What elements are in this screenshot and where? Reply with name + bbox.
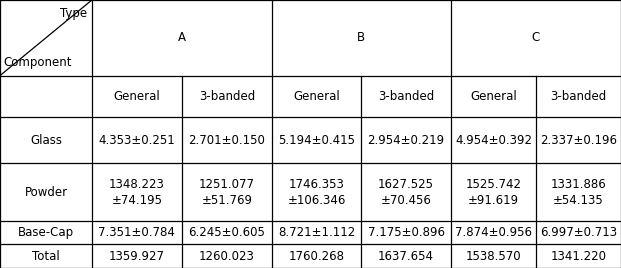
Text: Type: Type <box>60 7 87 20</box>
Text: 1760.268: 1760.268 <box>289 250 345 263</box>
Text: 1348.223
±74.195: 1348.223 ±74.195 <box>109 178 165 207</box>
Text: 5.194±0.415: 5.194±0.415 <box>278 133 355 147</box>
Text: 1538.570: 1538.570 <box>466 250 521 263</box>
Text: General: General <box>293 90 340 103</box>
Text: General: General <box>470 90 517 103</box>
Text: 7.175±0.896: 7.175±0.896 <box>368 226 445 239</box>
Text: 3-banded: 3-banded <box>378 90 434 103</box>
Text: 7.351±0.784: 7.351±0.784 <box>99 226 175 239</box>
Text: Component: Component <box>3 55 71 69</box>
Text: Glass: Glass <box>30 133 62 147</box>
Text: Powder: Powder <box>24 186 68 199</box>
Text: 3-banded: 3-banded <box>550 90 607 103</box>
Text: 1251.077
±51.769: 1251.077 ±51.769 <box>199 178 255 207</box>
Text: 6.245±0.605: 6.245±0.605 <box>189 226 265 239</box>
Text: A: A <box>178 31 186 44</box>
Text: 1525.742
±91.619: 1525.742 ±91.619 <box>465 178 522 207</box>
Text: 1341.220: 1341.220 <box>550 250 607 263</box>
Text: General: General <box>114 90 160 103</box>
Text: Total: Total <box>32 250 60 263</box>
Text: 1627.525
±70.456: 1627.525 ±70.456 <box>378 178 434 207</box>
Text: 4.353±0.251: 4.353±0.251 <box>99 133 175 147</box>
Text: 7.874±0.956: 7.874±0.956 <box>455 226 532 239</box>
Text: 8.721±1.112: 8.721±1.112 <box>278 226 355 239</box>
Text: 1637.654: 1637.654 <box>378 250 434 263</box>
Text: 2.701±0.150: 2.701±0.150 <box>189 133 265 147</box>
Text: C: C <box>532 31 540 44</box>
Text: 4.954±0.392: 4.954±0.392 <box>455 133 532 147</box>
Text: B: B <box>357 31 366 44</box>
Text: 1260.023: 1260.023 <box>199 250 255 263</box>
Text: 6.997±0.713: 6.997±0.713 <box>540 226 617 239</box>
Text: 1359.927: 1359.927 <box>109 250 165 263</box>
Text: 2.337±0.196: 2.337±0.196 <box>540 133 617 147</box>
Text: 1331.886
±54.135: 1331.886 ±54.135 <box>551 178 606 207</box>
Text: 1746.353
±106.346: 1746.353 ±106.346 <box>288 178 346 207</box>
Text: Base-Cap: Base-Cap <box>18 226 74 239</box>
Text: 2.954±0.219: 2.954±0.219 <box>368 133 445 147</box>
Text: 3-banded: 3-banded <box>199 90 255 103</box>
